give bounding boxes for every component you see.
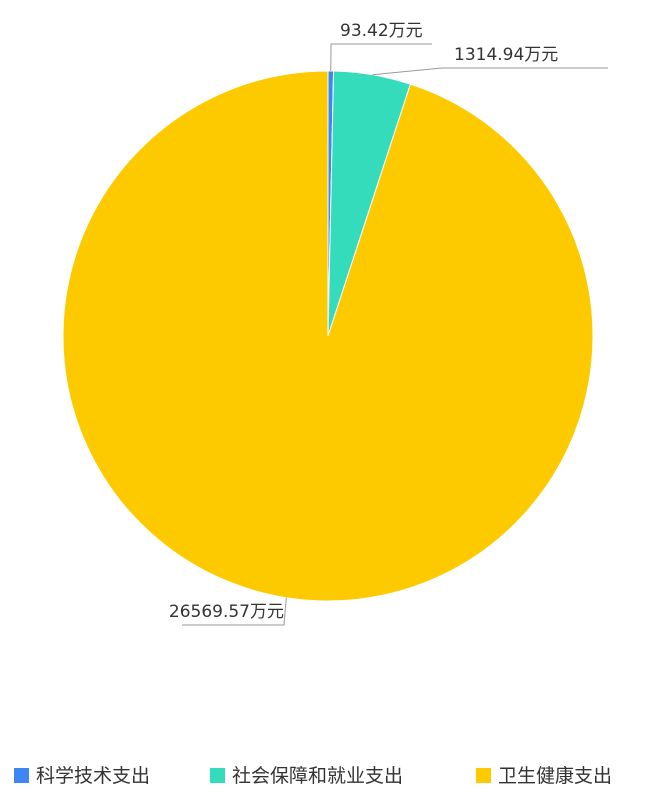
legend-swatch-2 [210, 768, 225, 783]
legend-swatch-1 [14, 768, 29, 783]
legend-item-3[interactable]: 卫生健康支出 [476, 765, 612, 787]
legend-label-3: 卫生健康支出 [498, 765, 612, 787]
data-label-1: 93.42万元 [340, 21, 423, 41]
leader-line-1 [330, 43, 432, 72]
label-leader-lines [182, 43, 608, 626]
legend-swatch-3 [476, 768, 491, 783]
leader-line-2 [372, 67, 608, 76]
leader-line-3 [182, 597, 287, 626]
legend-item-2[interactable]: 社会保障和就业支出 [210, 765, 403, 787]
pie-slice-3[interactable] [62, 70, 594, 602]
legend-label-2: 社会保障和就业支出 [232, 765, 403, 787]
legend-label-1: 科学技术支出 [36, 765, 150, 787]
data-label-3: 26569.57万元 [169, 602, 284, 622]
legend-item-1[interactable]: 科学技术支出 [14, 765, 150, 787]
legend: 科学技术支出 社会保障和就业支出 卫生健康支出 [14, 765, 612, 787]
data-labels: 93.42万元 1314.94万元 26569.57万元 [169, 21, 558, 622]
data-label-2: 1314.94万元 [454, 45, 558, 65]
pie-slices [62, 70, 594, 602]
